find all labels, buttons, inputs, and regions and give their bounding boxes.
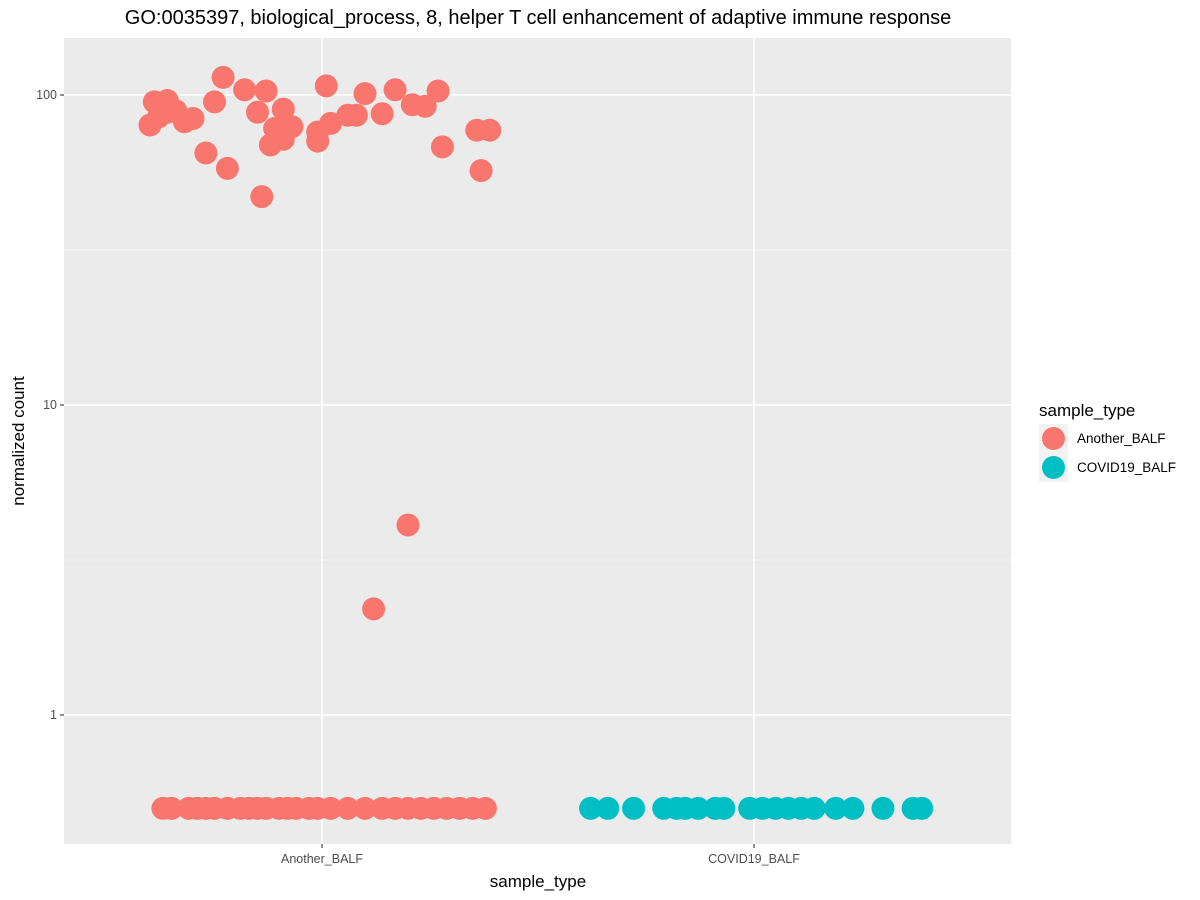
data-point [383, 78, 407, 102]
data-point [211, 65, 235, 89]
y-axis-title: normalized count [9, 376, 28, 506]
data-point [181, 106, 205, 130]
data-point [319, 111, 343, 135]
data-point [396, 513, 420, 537]
data-point [469, 159, 493, 183]
x-axis-title: sample_type [490, 872, 586, 891]
data-point [314, 74, 338, 98]
data-point [215, 156, 239, 180]
data-point [686, 796, 710, 820]
data-points [138, 65, 934, 820]
data-point [871, 796, 895, 820]
data-point [319, 796, 343, 820]
data-point [478, 118, 502, 142]
data-point [622, 796, 646, 820]
grid-lines [64, 38, 1011, 844]
data-point [203, 90, 226, 114]
data-point [413, 94, 437, 118]
legend: sample_type Another_BALF COVID19_BALF [1039, 401, 1176, 482]
data-point [306, 129, 330, 153]
data-point [370, 102, 394, 126]
data-point [280, 115, 304, 139]
data-point [802, 796, 826, 820]
legend-items: Another_BALF COVID19_BALF [1039, 424, 1176, 482]
y-axis-ticks: 1 10 100 [36, 88, 64, 722]
data-point [271, 97, 295, 121]
data-point [430, 135, 454, 159]
data-point [194, 141, 218, 165]
data-point [250, 185, 274, 209]
data-point [246, 100, 269, 124]
data-point [596, 796, 620, 820]
y-tick-label: 100 [36, 88, 57, 102]
data-point [344, 103, 368, 127]
data-point [473, 796, 497, 820]
data-point [579, 796, 603, 820]
x-tick-label: COVID19_BALF [708, 852, 800, 866]
y-tick-label: 10 [43, 398, 57, 412]
legend-swatch [1042, 456, 1065, 479]
data-point [254, 79, 278, 103]
legend-swatch [1042, 427, 1065, 450]
data-point [910, 796, 934, 820]
data-point [336, 796, 360, 820]
x-tick-label: Another_BALF [281, 852, 363, 866]
data-point [353, 82, 377, 106]
chart-title: GO:0035397, biological_process, 8, helpe… [125, 7, 951, 29]
legend-label: Another_BALF [1077, 431, 1166, 446]
data-point [233, 78, 257, 102]
data-point [712, 796, 736, 820]
data-point [353, 796, 377, 820]
data-point [824, 796, 848, 820]
data-point [426, 79, 450, 103]
data-point [841, 796, 865, 820]
data-point [362, 597, 386, 621]
y-tick-label: 1 [50, 708, 57, 722]
x-axis-ticks: Another_BALF COVID19_BALF [281, 844, 800, 866]
data-point [160, 796, 183, 820]
legend-label: COVID19_BALF [1077, 460, 1176, 475]
legend-title: sample_type [1039, 401, 1135, 420]
